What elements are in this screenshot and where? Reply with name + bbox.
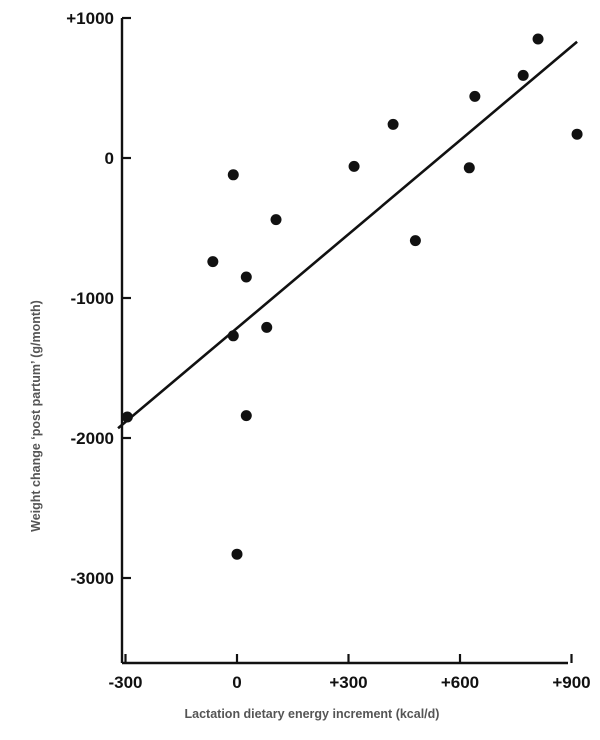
data-point bbox=[231, 548, 243, 560]
axes bbox=[120, 18, 568, 665]
data-points bbox=[121, 33, 583, 560]
data-point bbox=[227, 169, 239, 181]
x-tick-label: 0 bbox=[232, 673, 241, 692]
data-point bbox=[532, 33, 544, 45]
data-point bbox=[240, 271, 252, 283]
x-tick-label: +900 bbox=[552, 673, 590, 692]
data-point bbox=[270, 214, 282, 226]
x-tick-label: -300 bbox=[108, 673, 142, 692]
x-tick-label: +300 bbox=[329, 673, 367, 692]
y-axis-title: Weight change ‘post partum’ (g/month) bbox=[29, 300, 43, 532]
data-point bbox=[387, 118, 399, 130]
data-point bbox=[409, 235, 421, 247]
data-point bbox=[121, 411, 133, 423]
data-point bbox=[261, 321, 273, 333]
y-tick-label: -1000 bbox=[71, 289, 114, 308]
data-point bbox=[207, 256, 219, 268]
data-point bbox=[469, 90, 481, 102]
y-tick-label: -2000 bbox=[71, 429, 114, 448]
y-tick-label: 0 bbox=[105, 149, 114, 168]
data-point bbox=[240, 410, 252, 422]
data-point bbox=[463, 162, 475, 174]
data-point bbox=[348, 160, 360, 172]
data-point bbox=[517, 69, 529, 81]
data-point bbox=[571, 128, 583, 140]
y-tick-label: -3000 bbox=[71, 569, 114, 588]
x-tick-label: +600 bbox=[441, 673, 479, 692]
regression-line bbox=[117, 40, 578, 430]
x-axis-title: Lactation dietary energy increment (kcal… bbox=[185, 707, 440, 721]
y-tick-label: +1000 bbox=[66, 9, 114, 28]
data-point bbox=[227, 330, 239, 342]
